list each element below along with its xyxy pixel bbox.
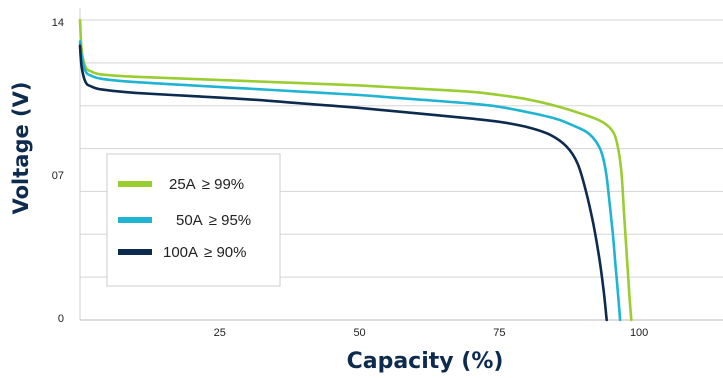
y-tick-label: 07 [52,170,64,182]
series-lines [78,18,633,322]
series-line-50a [78,40,622,322]
x-tick-label: 75 [493,327,505,339]
legend-label-50a: 50A ≥ 95% [176,212,251,229]
legend: 25A ≥ 99% 50A ≥ 95% 100A ≥ 90% [106,153,281,287]
series-line-100a [78,44,608,322]
legend-series-efficiency: ≥ 95% [209,212,251,229]
legend-series-name: 100A [163,244,198,261]
legend-series-efficiency: ≥ 90% [204,244,246,261]
x-tick-label: 100 [630,327,648,339]
y-axis-title: Voltage (V) [9,82,33,215]
legend-series-efficiency: ≥ 99% [202,176,244,193]
legend-items: 25A ≥ 99% 50A ≥ 95% 100A ≥ 90% [118,176,251,261]
legend-label-25a: 25A ≥ 99% [169,176,244,193]
series-line-25a [78,18,633,322]
y-tick-label: 14 [52,17,64,29]
y-tick-label: 0 [58,313,64,325]
x-tick-label: 50 [353,327,365,339]
x-axis-title: Capacity (%) [347,349,504,374]
legend-series-name: 25A [169,176,196,193]
tick-labels: 25 50 75 100 0 07 14 [52,17,649,339]
x-tick-label: 25 [214,327,226,339]
legend-series-name: 50A [176,212,203,229]
legend-label-100a: 100A ≥ 90% [163,244,246,261]
